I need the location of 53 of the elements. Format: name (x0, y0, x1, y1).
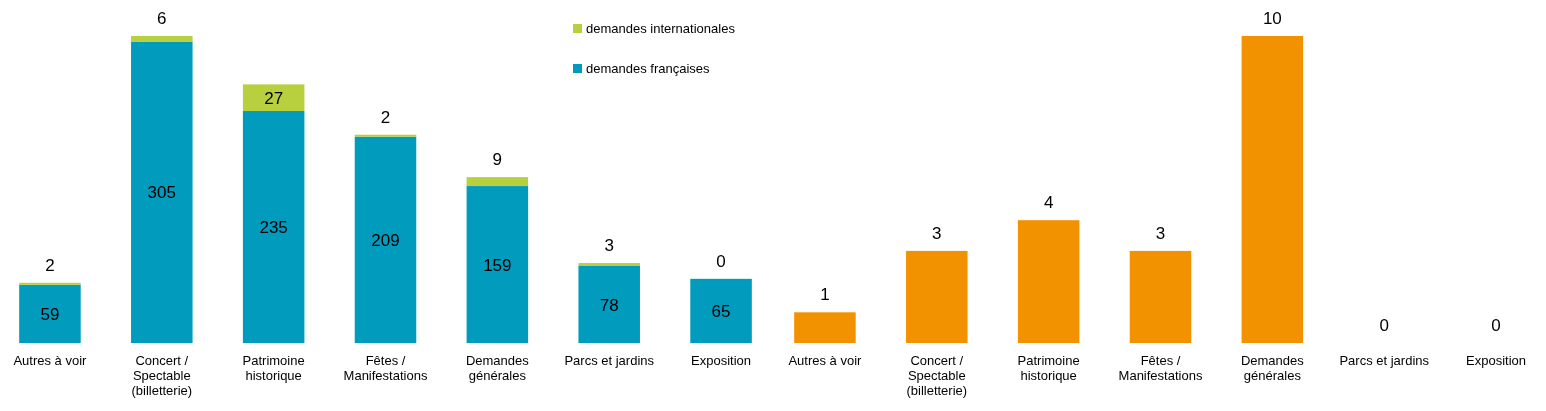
x-tick-label: Autres à voir (13, 353, 88, 368)
bar (131, 41, 193, 343)
x-tick-label: Patrimoine historique (242, 353, 305, 383)
data-label: 59 (40, 304, 60, 324)
x-tick-label: Exposition (691, 353, 752, 368)
x-tick-label: Concert / Spectable (billetterie) (906, 353, 968, 398)
data-label: 3 (932, 223, 942, 243)
data-label: 305 (147, 183, 176, 203)
x-tick-label: Parcs et jardins (564, 353, 655, 368)
bar (242, 111, 305, 343)
x-tick-label: Parcs et jardins (1339, 353, 1430, 368)
data-label: 6 (157, 9, 167, 28)
data-label: 1 (820, 285, 830, 305)
bar (131, 36, 193, 42)
x-tick-label: Fêtes / Manifestations (1118, 353, 1203, 383)
bar (19, 284, 81, 343)
data-label: 209 (371, 230, 400, 250)
data-label: 159 (483, 255, 512, 275)
data-label: 9 (492, 150, 503, 170)
x-tick-label: Demandes générales (1240, 353, 1305, 383)
data-label: 27 (264, 88, 284, 108)
data-label: 2 (380, 107, 391, 127)
bar (354, 136, 417, 343)
data-label: 65 (711, 301, 731, 321)
legend-label: demandes internationales (586, 21, 736, 36)
x-tick-label: Autres à voir (788, 353, 863, 368)
bar (1241, 36, 1304, 343)
bar (466, 186, 529, 343)
bar (578, 266, 640, 343)
data-label: 3 (1155, 223, 1166, 243)
data-label: 235 (259, 218, 288, 238)
x-tick-label: Fêtes / Manifestations (343, 353, 428, 383)
data-label: 0 (1379, 316, 1389, 335)
data-label: 10 (1262, 9, 1282, 28)
x-tick-label: Concert / Spectable (billetterie) (131, 353, 193, 398)
bar (906, 250, 968, 343)
data-label: 0 (1491, 316, 1501, 335)
data-label: 0 (716, 251, 726, 271)
bar (578, 263, 640, 266)
legend-label: demandes françaises (586, 61, 711, 76)
bar (466, 177, 529, 187)
bar (1129, 250, 1192, 343)
bar (242, 84, 305, 112)
x-tick-label: Demandes générales (465, 353, 530, 383)
bar (1017, 220, 1080, 343)
data-label: 2 (45, 255, 55, 275)
data-label: 3 (604, 236, 614, 256)
bar (690, 278, 752, 343)
x-tick-label: Exposition (1466, 353, 1527, 368)
x-tick-label: Patrimoine historique (1017, 353, 1080, 383)
data-label: 4 (1043, 193, 1054, 213)
bar (794, 312, 856, 343)
data-label: 78 (599, 295, 619, 315)
